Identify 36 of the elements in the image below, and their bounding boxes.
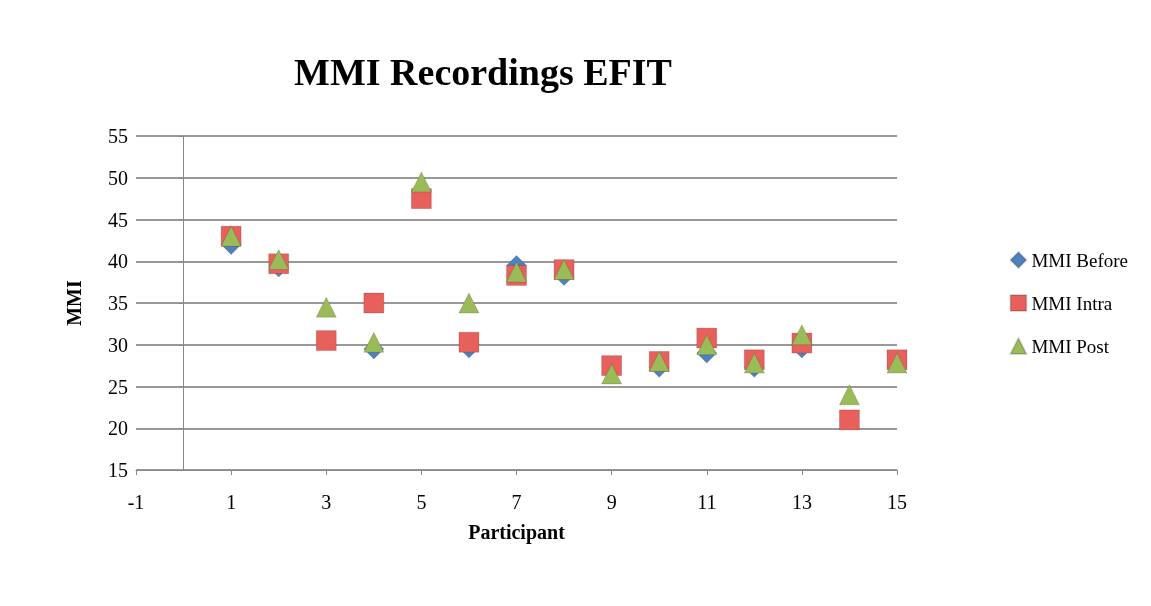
chart-title: MMI Recordings EFIT bbox=[294, 51, 672, 93]
x-tick-label: 13 bbox=[791, 491, 812, 513]
x-tick-label: 5 bbox=[416, 491, 427, 513]
y-tick-label: 30 bbox=[108, 333, 128, 356]
point bbox=[791, 324, 813, 346]
point bbox=[315, 296, 337, 318]
point bbox=[601, 363, 623, 385]
x-tick-label: 1 bbox=[226, 491, 237, 513]
x-tick-label: 3 bbox=[321, 491, 332, 513]
legend-label: MMI Post bbox=[1031, 335, 1110, 357]
x-axis-title: Participant bbox=[468, 521, 566, 544]
y-tick-label: 45 bbox=[108, 208, 128, 231]
y-tick-label: 35 bbox=[108, 292, 128, 314]
y-axis-title: MMI bbox=[63, 280, 85, 326]
point bbox=[363, 331, 385, 353]
point bbox=[838, 409, 860, 431]
point bbox=[315, 330, 337, 352]
x-tick-label: 15 bbox=[887, 491, 907, 513]
y-tick-label: 20 bbox=[108, 417, 128, 440]
y-tick-label: 50 bbox=[108, 166, 128, 189]
x-tick-label: 7 bbox=[511, 491, 522, 513]
point bbox=[363, 292, 385, 314]
legend-label: MMI Before bbox=[1031, 249, 1128, 271]
x-tick-label: 11 bbox=[697, 491, 717, 513]
x-tick-label: -1 bbox=[127, 491, 145, 513]
point bbox=[410, 171, 432, 193]
point bbox=[838, 384, 860, 406]
y-tick-label: 25 bbox=[108, 375, 128, 398]
y-tick-label: 55 bbox=[108, 125, 128, 147]
point bbox=[696, 334, 718, 356]
legend-label: MMI Intra bbox=[1031, 292, 1113, 314]
y-tick-label: 15 bbox=[108, 459, 128, 481]
x-tick-label: 9 bbox=[606, 491, 617, 513]
y-tick-label: 40 bbox=[108, 250, 128, 273]
point bbox=[458, 292, 480, 314]
point bbox=[458, 331, 480, 353]
